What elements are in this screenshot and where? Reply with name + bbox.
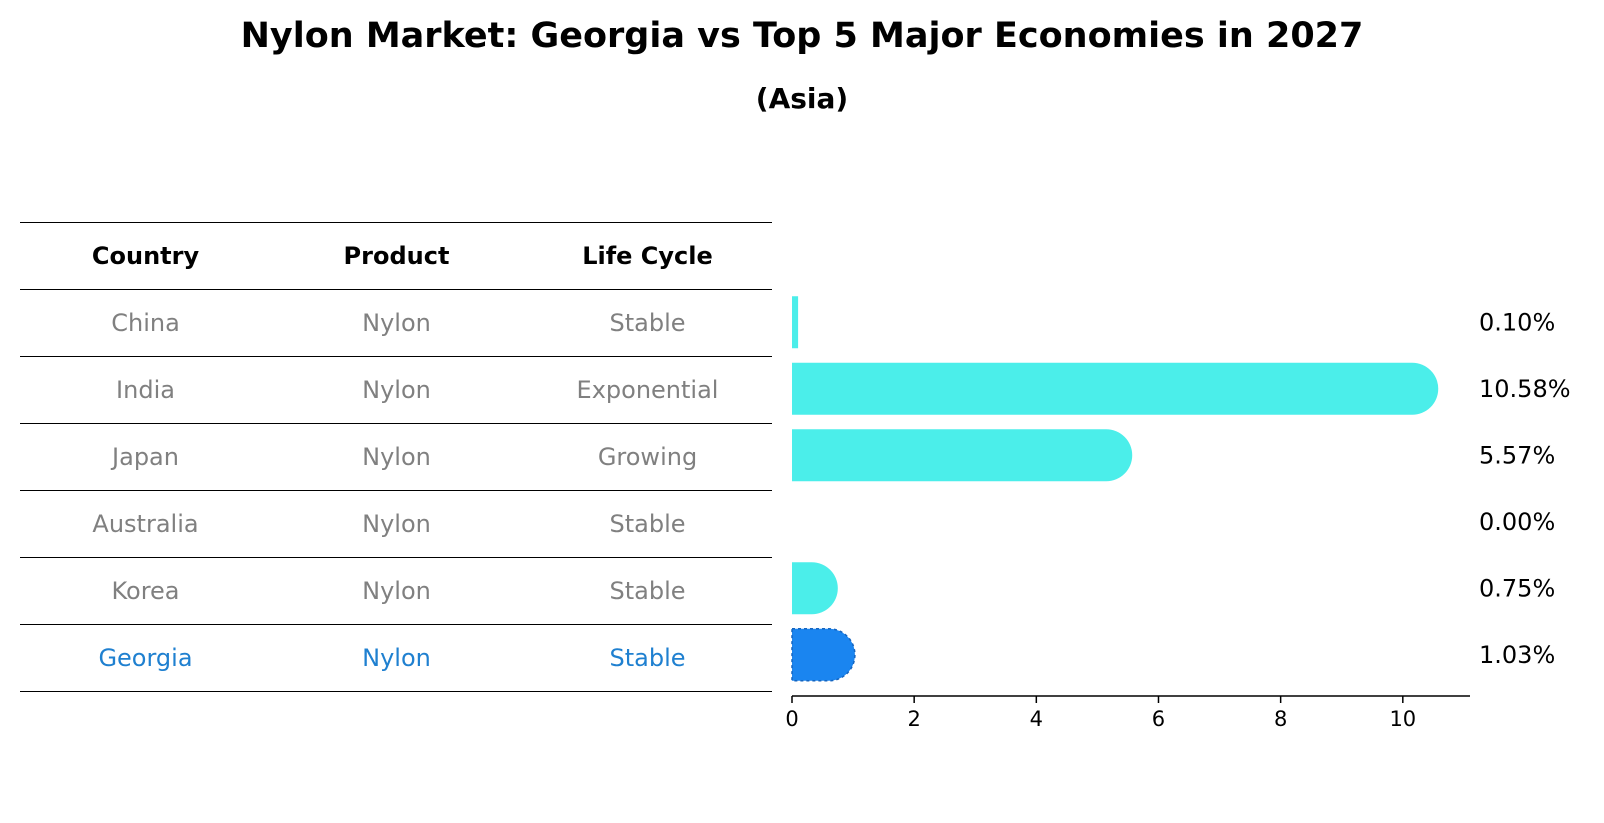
x-tick-label: 2	[907, 707, 920, 731]
table-row-highlight: Georgia Nylon Stable	[20, 624, 772, 692]
cell-product: Nylon	[362, 644, 431, 672]
value-label-china: 0.10%	[1479, 308, 1555, 336]
x-tick-label: 8	[1274, 707, 1287, 731]
value-label-japan: 5.57%	[1479, 441, 1555, 469]
cell-country: Georgia	[98, 644, 193, 672]
bar-japan	[792, 429, 1133, 482]
value-label-india: 10.58%	[1479, 375, 1571, 403]
header-product: Product	[343, 242, 450, 270]
table-row: China Nylon Stable	[20, 289, 772, 356]
x-tick-label: 4	[1030, 707, 1043, 731]
cell-life-cycle: Growing	[597, 443, 698, 471]
header-life-cycle: Life Cycle	[582, 242, 713, 270]
cell-product: Nylon	[362, 443, 431, 471]
cell-life-cycle: Stable	[609, 510, 686, 538]
chart-subtitle: (Asia)	[755, 82, 849, 115]
x-tick-label: 0	[785, 707, 798, 731]
table-row: Japan Nylon Growing	[20, 423, 772, 490]
chart-title: Nylon Market: Georgia vs Top 5 Major Eco…	[240, 16, 1364, 56]
bar-india	[792, 362, 1439, 415]
cell-product: Nylon	[362, 577, 431, 605]
cell-product: Nylon	[362, 376, 431, 404]
table-header-row: Country Product Life Cycle	[20, 222, 772, 289]
cell-life-cycle: Stable	[609, 309, 686, 337]
cell-product: Nylon	[362, 309, 431, 337]
cell-life-cycle: Stable	[609, 577, 686, 605]
bar-china	[792, 296, 799, 349]
value-label-australia: 0.00%	[1479, 508, 1555, 536]
cell-country: Australia	[92, 510, 199, 538]
bar-georgia	[791, 628, 856, 682]
table-row: Australia Nylon Stable	[20, 490, 772, 557]
x-tick-label: 6	[1152, 707, 1165, 731]
table-row: India Nylon Exponential	[20, 356, 772, 423]
cell-country: India	[116, 376, 175, 404]
value-label-georgia: 1.03%	[1479, 641, 1555, 669]
data-table: Country Product Life Cycle China Nylon S…	[20, 222, 772, 692]
cell-product: Nylon	[362, 510, 431, 538]
x-tick-label: 10	[1389, 707, 1416, 731]
header-country: Country	[91, 242, 200, 270]
cell-country: Japan	[112, 443, 179, 471]
table-row: Korea Nylon Stable	[20, 557, 772, 624]
cell-country: China	[111, 309, 180, 337]
cell-life-cycle: Exponential	[576, 376, 719, 404]
cell-life-cycle: Stable	[609, 644, 686, 672]
bar-korea	[792, 562, 838, 615]
cell-country: Korea	[111, 577, 180, 605]
value-label-korea: 0.75%	[1479, 574, 1555, 602]
